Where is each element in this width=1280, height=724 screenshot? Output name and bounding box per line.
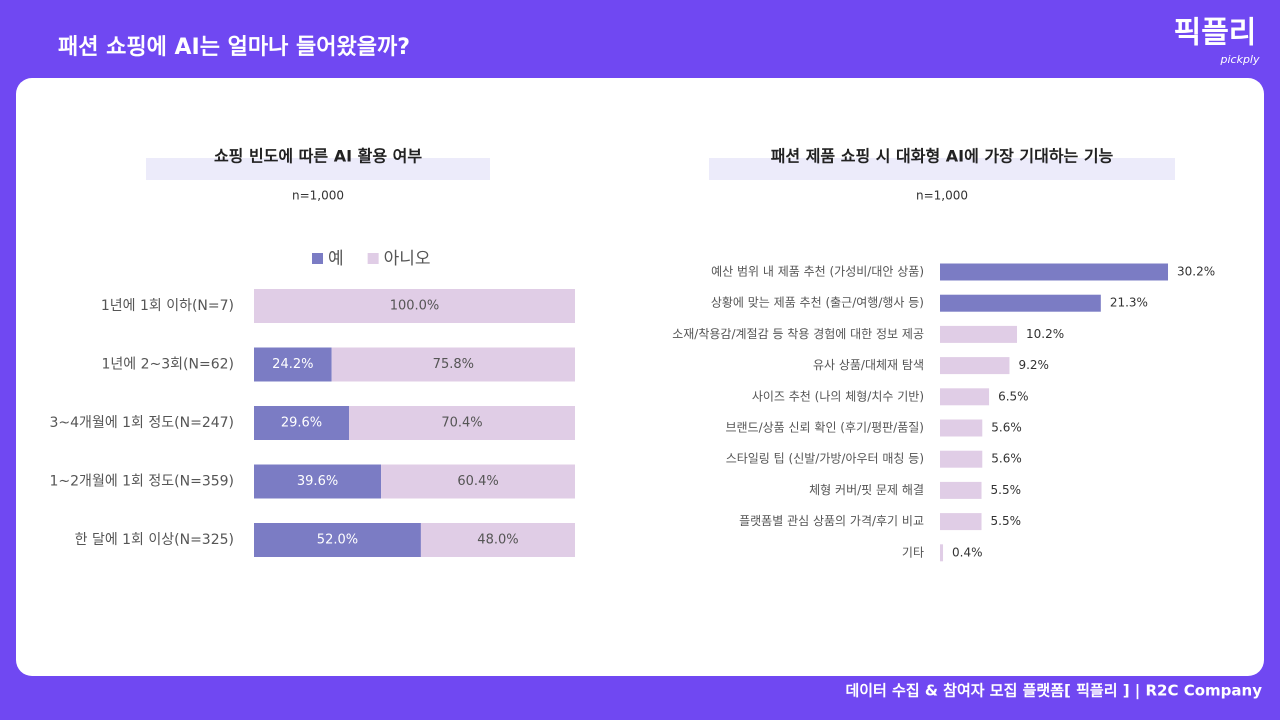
category-label: 1년에 2~3회(N=62)	[102, 357, 234, 373]
category-label: 사이즈 추천 (나의 체형/치수 기반)	[752, 388, 924, 403]
value-label: 5.6%	[991, 452, 1022, 466]
value-label: 5.6%	[991, 421, 1022, 435]
bar	[940, 450, 983, 468]
bar-segment	[254, 464, 382, 499]
value-label: 5.5%	[991, 514, 1022, 528]
legend-label: 예	[328, 249, 344, 269]
legend-label: 아니오	[384, 249, 431, 269]
value-label: 60.4%	[457, 474, 498, 489]
category-label: 유사 상품/대체재 탐색	[813, 358, 924, 372]
category-label: 스타일링 팁 (신발/가방/아우터 매칭 등)	[726, 452, 924, 466]
logo-sub: pickply	[1219, 53, 1259, 66]
bar-segment	[381, 464, 575, 499]
value-label: 6.5%	[998, 389, 1028, 403]
chart-subtitle: n=1,000	[292, 189, 344, 203]
bar	[940, 294, 1101, 312]
category-label: 1년에 1회 이하(N=7)	[101, 298, 234, 314]
bar-segment	[331, 347, 575, 382]
value-label: 70.4%	[441, 416, 482, 431]
bar	[940, 357, 1010, 375]
bar	[940, 325, 1018, 343]
bar	[940, 388, 990, 406]
bar	[940, 419, 983, 437]
value-label: 30.2%	[1177, 265, 1215, 279]
value-label: 29.6%	[281, 416, 322, 431]
category-label: 체형 커버/핏 문제 해결	[809, 483, 924, 497]
category-label: 상황에 맞는 제품 추천 (출근/여행/행사 등)	[711, 295, 924, 310]
bar-segment	[254, 347, 332, 382]
chart-title: 패션 제품 쇼핑 시 대화형 AI에 가장 기대하는 기능	[771, 147, 1114, 166]
title-box	[709, 158, 1175, 180]
title-box	[146, 158, 490, 180]
chart-subtitle: n=1,000	[916, 189, 968, 203]
category-label: 1~2개월에 1회 정도(N=359)	[50, 474, 234, 490]
value-label: 52.0%	[317, 533, 358, 548]
bar	[940, 513, 982, 531]
chart-title: 쇼핑 빈도에 따른 AI 활용 여부	[214, 147, 422, 166]
bar-segment	[254, 406, 350, 440]
category-label: 플랫폼별 관심 상품의 가격/후기 비교	[739, 514, 924, 528]
value-label: 21.3%	[1110, 296, 1148, 310]
value-label: 100.0%	[390, 299, 440, 314]
bar-segment	[254, 523, 421, 557]
logo: 픽플리	[1174, 16, 1257, 51]
bar-segment	[349, 406, 575, 440]
value-label: 0.4%	[952, 545, 983, 559]
category-label: 한 달에 1회 이상(N=325)	[75, 532, 234, 548]
category-label: 기타	[902, 545, 924, 559]
footer: 데이터 수집 & 참여자 모집 플랫폼[ 픽플리 ] | R2C Company	[845, 682, 1262, 701]
value-label: 39.6%	[297, 474, 338, 489]
category-label: 예산 범위 내 제품 추천 (가성비/대안 상품)	[711, 264, 924, 279]
value-label: 10.2%	[1026, 327, 1064, 341]
value-label: 24.2%	[272, 357, 313, 372]
legend-marker	[312, 253, 323, 264]
bar-segment	[420, 523, 575, 557]
value-label: 48.0%	[477, 533, 518, 548]
value-label: 9.2%	[1018, 358, 1048, 372]
value-label: 5.5%	[991, 483, 1022, 497]
bar-segment	[254, 289, 575, 323]
bar	[940, 263, 1169, 281]
value-label: 75.8%	[433, 357, 474, 372]
legend-marker	[367, 253, 379, 264]
page-title: 패션 쇼핑에 AI는 얼마나 들어왔을까?	[58, 35, 410, 60]
category-label: 소재/착용감/계절감 등 착용 경험에 대한 정보 제공	[672, 327, 924, 341]
bar	[940, 544, 944, 562]
bar	[940, 481, 982, 499]
category-label: 브랜드/상품 신뢰 확인 (후기/평판/품질)	[725, 421, 924, 435]
category-label: 3~4개월에 1회 정도(N=247)	[50, 415, 234, 431]
